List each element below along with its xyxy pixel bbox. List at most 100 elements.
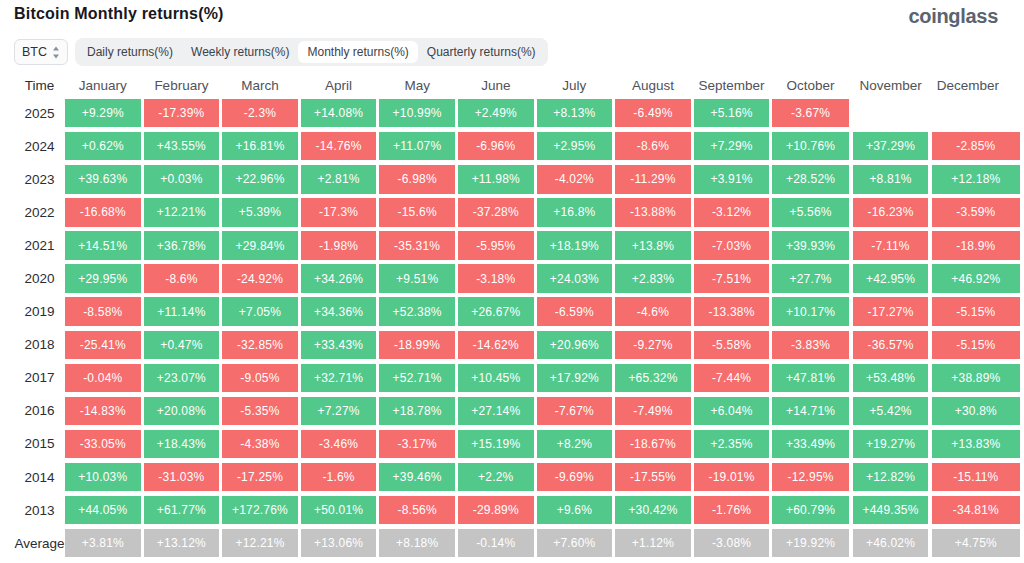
cell-slot: +52.71%	[379, 364, 455, 392]
cell-slot: +11.07%	[379, 132, 455, 160]
tab-quarterly[interactable]: Quarterly returns(%)	[418, 41, 545, 63]
return-cell-average-november: +46.02%	[853, 529, 928, 557]
return-cell-2025-february: -17.39%	[144, 99, 220, 127]
cell-slot: -8.6%	[144, 264, 220, 292]
return-cell-2022-september: -3.12%	[694, 198, 770, 226]
return-cell-2018-december: -5.15%	[932, 331, 1021, 359]
cell-slot: +18.78%	[379, 397, 455, 425]
cell-slot: +18.19%	[537, 231, 613, 259]
return-cell-2017-march: -9.05%	[222, 364, 298, 392]
cell-slot: +30.42%	[615, 496, 691, 524]
row-label-2023: 2023	[0, 172, 65, 187]
cell-slot: +18.43%	[144, 430, 220, 458]
return-cell-2021-june: -5.95%	[458, 231, 534, 259]
cell-slot: -14.83%	[65, 397, 141, 425]
return-cell-2021-november: -7.11%	[853, 231, 928, 259]
return-cell-2021-march: +29.84%	[222, 231, 298, 259]
return-cell-2023-february: +0.03%	[144, 165, 220, 193]
cell-slot: +16.81%	[222, 132, 298, 160]
return-cell-2018-july: +20.96%	[537, 331, 613, 359]
cell-slot: +6.04%	[694, 397, 770, 425]
controls-bar: BTC Daily returns(%)Weekly returns(%)Mon…	[14, 38, 1024, 66]
cell-slot: +8.13%	[537, 99, 613, 127]
return-cell-2019-august: -4.6%	[615, 297, 691, 325]
cell-slot: +3.91%	[694, 165, 770, 193]
cell-slot: -1.98%	[301, 231, 377, 259]
page-title: Bitcoin Monthly returns(%)	[14, 5, 224, 23]
cell-slot: +20.08%	[144, 397, 220, 425]
return-cell-2019-november: -17.27%	[853, 297, 928, 325]
cell-slot: +2.49%	[458, 99, 534, 127]
coin-selector[interactable]: BTC	[14, 39, 68, 65]
tab-weekly[interactable]: Weekly returns(%)	[182, 41, 298, 63]
tab-daily[interactable]: Daily returns(%)	[78, 41, 182, 63]
cell-slot: +33.43%	[301, 331, 377, 359]
cell-slot: +3.81%	[65, 529, 141, 557]
return-cell-average-february: +13.12%	[144, 529, 220, 557]
return-cell-2015-february: +18.43%	[144, 430, 220, 458]
return-cell-2014-march: -17.25%	[222, 463, 298, 491]
cell-slot: +27.14%	[458, 397, 534, 425]
cell-slot: +9.51%	[379, 264, 455, 292]
row-label-2017: 2017	[0, 370, 65, 385]
row-label-2013: 2013	[0, 503, 65, 518]
return-cell-2023-december: +12.18%	[932, 165, 1021, 193]
table-row-2013: 2013+44.05%+61.77%+172.76%+50.01%-8.56%-…	[0, 496, 1024, 524]
return-cell-2015-march: -4.38%	[222, 430, 298, 458]
return-cell-2019-march: +7.05%	[222, 297, 298, 325]
cell-slot: -14.62%	[458, 331, 534, 359]
return-cell-2025-july: +8.13%	[537, 99, 613, 127]
cell-slot: +27.7%	[772, 264, 849, 292]
cell-slot: +61.77%	[144, 496, 220, 524]
row-label-2021: 2021	[0, 238, 65, 253]
return-cell-2018-october: -3.83%	[772, 331, 849, 359]
return-cell-2024-september: +7.29%	[694, 132, 770, 160]
return-cell-2024-december: -2.85%	[932, 132, 1021, 160]
return-cell-2017-may: +52.71%	[379, 364, 455, 392]
return-cell-2015-april: -3.46%	[301, 430, 377, 458]
cell-slot: +16.8%	[537, 198, 613, 226]
return-cell-2016-august: -7.49%	[615, 397, 691, 425]
cell-slot: +8.2%	[537, 430, 613, 458]
cell-slot: +20.96%	[537, 331, 613, 359]
cell-slot: +7.29%	[694, 132, 770, 160]
cell-slot: -0.14%	[458, 529, 534, 557]
return-cell-2021-may: -35.31%	[379, 231, 455, 259]
cell-slot: -3.67%	[772, 99, 849, 127]
return-cell-average-january: +3.81%	[65, 529, 141, 557]
return-cell-2017-august: +65.32%	[615, 364, 691, 392]
cell-slot: -9.05%	[222, 364, 298, 392]
cell-slot: -7.49%	[615, 397, 691, 425]
tab-monthly[interactable]: Monthly returns(%)	[298, 41, 417, 63]
return-cell-2014-july: -9.69%	[537, 463, 613, 491]
return-cell-2020-may: +9.51%	[379, 264, 455, 292]
return-cell-2019-september: -13.38%	[694, 297, 770, 325]
cell-slot: -24.92%	[222, 264, 298, 292]
return-cell-2018-february: +0.47%	[144, 331, 220, 359]
return-cell-2022-february: +12.21%	[144, 198, 220, 226]
column-header-april: April	[301, 78, 377, 93]
column-header-january: January	[65, 78, 141, 93]
return-cell-2014-november: +12.82%	[853, 463, 928, 491]
cell-slot: +53.48%	[853, 364, 928, 392]
cell-slot: -8.58%	[65, 297, 141, 325]
return-cell-2021-february: +36.78%	[144, 231, 220, 259]
cell-slot: +5.56%	[772, 198, 849, 226]
cell-slot: -17.25%	[222, 463, 298, 491]
return-cell-2024-august: -8.6%	[615, 132, 691, 160]
return-cell-2023-november: +8.81%	[853, 165, 928, 193]
column-header-july: July	[537, 78, 613, 93]
cell-slot: +4.75%	[932, 529, 1021, 557]
cell-slot: -7.67%	[537, 397, 613, 425]
cell-slot: +10.99%	[379, 99, 455, 127]
cell-slot: -17.3%	[301, 198, 377, 226]
cell-slot: -9.27%	[615, 331, 691, 359]
sort-arrows-icon	[52, 46, 60, 59]
cell-slot: -5.35%	[222, 397, 298, 425]
return-cell-2014-january: +10.03%	[65, 463, 141, 491]
row-label-2025: 2025	[0, 106, 65, 121]
return-cell-2016-september: +6.04%	[694, 397, 770, 425]
return-cell-2018-march: -32.85%	[222, 331, 298, 359]
return-cell-2019-december: -5.15%	[932, 297, 1021, 325]
cell-slot: +13.83%	[932, 430, 1021, 458]
